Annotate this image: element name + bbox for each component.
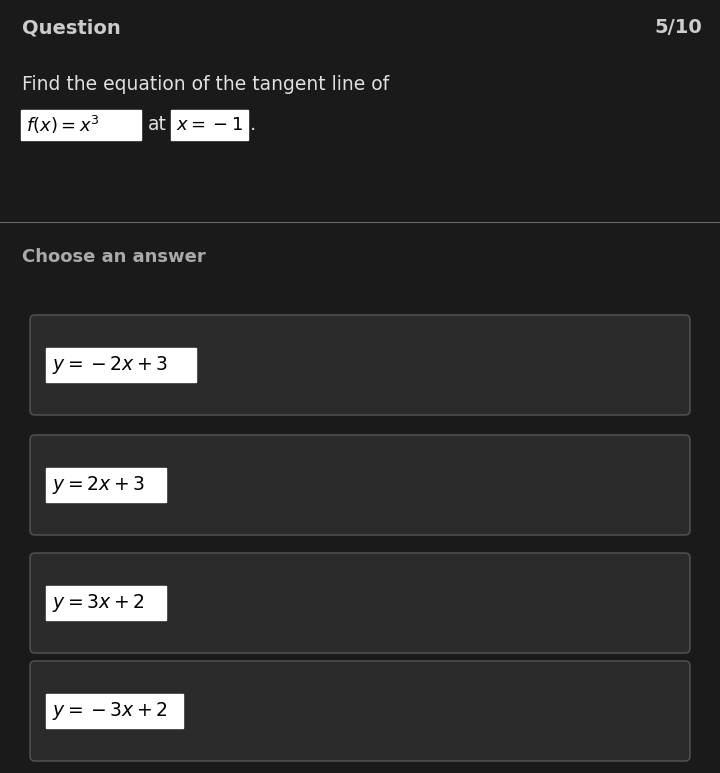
FancyBboxPatch shape: [30, 553, 690, 653]
Text: $y = 2x + 3$: $y = 2x + 3$: [52, 474, 145, 496]
Text: $y = -3x + 2$: $y = -3x + 2$: [52, 700, 168, 722]
Text: .: .: [250, 115, 256, 135]
Text: Choose an answer: Choose an answer: [22, 248, 206, 266]
Text: $y = 3x + 2$: $y = 3x + 2$: [52, 592, 145, 614]
Text: $x = -1$: $x = -1$: [176, 116, 243, 134]
FancyBboxPatch shape: [46, 468, 166, 502]
Text: Find the equation of the tangent line of: Find the equation of the tangent line of: [22, 75, 389, 94]
Text: $y = -2x + 3$: $y = -2x + 3$: [52, 354, 168, 376]
FancyBboxPatch shape: [21, 110, 141, 140]
Text: at: at: [148, 115, 167, 135]
FancyBboxPatch shape: [46, 348, 196, 382]
FancyBboxPatch shape: [46, 586, 166, 620]
FancyBboxPatch shape: [46, 694, 183, 728]
Text: Question: Question: [22, 18, 121, 37]
FancyBboxPatch shape: [30, 315, 690, 415]
FancyBboxPatch shape: [171, 110, 248, 140]
FancyBboxPatch shape: [30, 661, 690, 761]
FancyBboxPatch shape: [30, 435, 690, 535]
Text: $f(x) = x^3$: $f(x) = x^3$: [26, 114, 99, 136]
Text: 5/10: 5/10: [654, 18, 702, 37]
